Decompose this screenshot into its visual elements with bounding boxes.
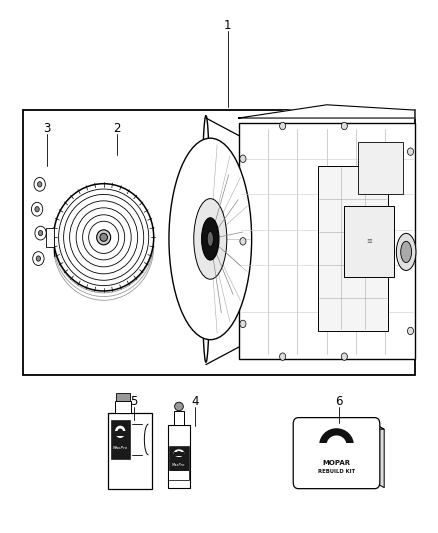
Text: MOPAR: MOPAR [322,459,350,466]
Bar [358,142,403,194]
Circle shape [341,353,347,360]
Bar [116,393,130,401]
Ellipse shape [115,426,125,438]
Bar [239,123,415,359]
Circle shape [38,182,42,187]
Circle shape [34,177,46,191]
Circle shape [36,256,41,261]
Circle shape [35,207,39,212]
Bar [111,420,130,459]
Ellipse shape [201,218,219,260]
Text: 5: 5 [131,395,138,408]
Circle shape [341,122,347,130]
Circle shape [279,122,286,130]
Bar [168,424,190,488]
Text: 1: 1 [224,19,231,32]
FancyBboxPatch shape [293,418,380,489]
Bar [108,413,152,489]
Text: ≡: ≡ [366,238,372,244]
Ellipse shape [326,435,346,455]
Ellipse shape [174,449,184,457]
Circle shape [32,203,43,216]
Text: REBUILD KIT: REBUILD KIT [318,469,355,474]
Ellipse shape [100,233,107,241]
Ellipse shape [175,402,184,411]
Bar [170,446,188,480]
Ellipse shape [97,230,111,245]
Bar [318,443,356,464]
Polygon shape [298,424,384,429]
Bar [46,228,53,247]
Ellipse shape [169,138,252,340]
Circle shape [240,320,246,328]
Polygon shape [239,105,415,118]
Text: 6: 6 [335,395,343,408]
Bar [173,411,184,424]
Circle shape [407,327,413,335]
Bar [173,453,184,456]
Ellipse shape [117,429,123,435]
Circle shape [33,252,44,265]
Circle shape [39,230,43,236]
Ellipse shape [396,233,416,270]
Ellipse shape [176,451,182,455]
Circle shape [240,238,246,245]
Circle shape [279,353,286,360]
Text: 4: 4 [191,395,199,408]
Circle shape [35,226,46,240]
Polygon shape [374,424,384,488]
Circle shape [407,148,413,155]
Bar [115,401,131,413]
Ellipse shape [194,199,227,279]
Bar [132,424,148,455]
Text: 3: 3 [43,122,51,135]
Circle shape [240,155,246,163]
Bar [318,166,389,331]
Bar [170,471,188,480]
Ellipse shape [401,241,412,263]
Bar [115,431,126,435]
Ellipse shape [207,231,213,246]
Bar [344,206,394,277]
Ellipse shape [319,428,354,462]
Text: 2: 2 [113,122,120,135]
Bar [23,110,415,375]
Ellipse shape [53,184,154,291]
Text: MaxPro: MaxPro [172,463,186,467]
Text: MaxPro: MaxPro [113,446,128,450]
